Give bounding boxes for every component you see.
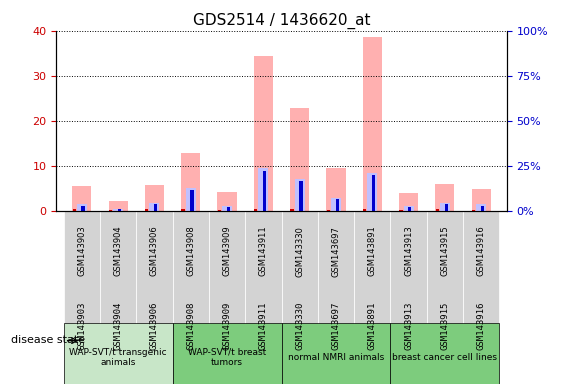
Bar [258,168,269,211]
Bar [290,108,309,211]
Bar [367,173,377,211]
Bar [109,201,128,211]
Bar [300,180,302,211]
Bar [245,211,282,384]
Text: GSM143908: GSM143908 [186,226,195,276]
Bar [109,210,112,211]
Bar [64,211,100,384]
Bar [399,210,403,211]
Text: GSM143913: GSM143913 [404,226,413,276]
Bar [172,211,209,384]
Bar [404,206,414,211]
Bar [463,211,499,384]
Text: GSM143906: GSM143906 [150,301,159,350]
Text: GSM143915: GSM143915 [440,301,449,350]
Bar [113,209,123,211]
Text: GSM143911: GSM143911 [259,301,268,350]
Text: GSM143913: GSM143913 [404,301,413,350]
Bar [327,168,346,211]
Bar [282,323,391,384]
Text: WAP-SVT/t transgenic
animals: WAP-SVT/t transgenic animals [69,348,167,367]
Text: GSM143908: GSM143908 [186,301,195,350]
Bar [154,204,157,211]
Bar [209,211,245,384]
Text: GSM143903: GSM143903 [77,301,86,350]
Bar [336,199,339,211]
Bar [363,38,382,211]
Text: GSM143906: GSM143906 [150,226,159,276]
Bar [391,211,427,384]
Bar [181,154,200,211]
Bar [294,179,305,211]
Bar [481,206,484,211]
Bar [82,206,84,211]
Text: breast cancer cell lines: breast cancer cell lines [392,353,498,362]
Bar [282,211,318,384]
Bar [263,170,266,211]
Title: GDS2514 / 1436620_at: GDS2514 / 1436620_at [193,13,370,29]
Text: GSM143909: GSM143909 [222,301,231,350]
Bar [254,56,273,211]
Text: GSM143904: GSM143904 [114,226,123,276]
Text: GSM143915: GSM143915 [440,226,449,276]
Bar [445,204,448,211]
Text: GSM143916: GSM143916 [477,301,486,350]
Text: GSM143891: GSM143891 [368,301,377,350]
Bar [190,190,194,211]
Text: GSM143697: GSM143697 [332,301,341,350]
Bar [222,206,232,211]
Text: GSM143330: GSM143330 [295,301,304,350]
Bar [172,323,282,384]
Bar [427,211,463,384]
Bar [64,323,172,384]
Bar [181,209,185,211]
Bar [391,323,499,384]
Bar [77,204,87,211]
Bar [254,209,257,211]
Text: GSM143916: GSM143916 [477,226,486,276]
Bar [73,209,75,211]
Bar [408,207,412,211]
Bar [435,184,454,211]
Bar [363,209,367,211]
Bar [327,210,330,211]
Bar [291,209,294,211]
Bar [227,207,230,211]
Text: disease state: disease state [11,335,86,345]
Bar [72,186,91,211]
Bar [331,198,341,211]
Bar [218,210,221,211]
Bar [145,185,164,211]
Text: GSM143891: GSM143891 [368,226,377,276]
Text: GSM143903: GSM143903 [77,226,86,276]
Bar [118,209,121,211]
Bar [149,203,159,211]
Text: WAP-SVT/t breast
tumors: WAP-SVT/t breast tumors [188,348,266,367]
Bar [145,209,148,211]
Bar [372,175,375,211]
Bar [472,210,475,211]
Bar [100,211,136,384]
Bar [472,189,491,211]
Text: GSM143330: GSM143330 [295,226,304,276]
Bar [440,203,450,211]
Bar [217,192,236,211]
Bar [318,211,354,384]
Text: GSM143904: GSM143904 [114,301,123,350]
Bar [354,211,391,384]
Bar [399,193,418,211]
Bar [136,211,172,384]
Bar [436,209,439,211]
Bar [476,204,486,211]
Bar [186,188,196,211]
Text: GSM143909: GSM143909 [222,226,231,276]
Text: normal NMRI animals: normal NMRI animals [288,353,384,362]
Text: GSM143697: GSM143697 [332,226,341,276]
Text: GSM143911: GSM143911 [259,226,268,276]
